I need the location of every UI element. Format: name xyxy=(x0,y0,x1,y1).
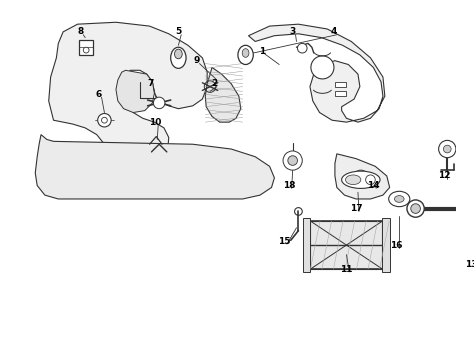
Circle shape xyxy=(298,44,307,53)
Text: 2: 2 xyxy=(211,79,217,88)
Text: 12: 12 xyxy=(438,172,451,180)
Text: 15: 15 xyxy=(278,237,290,246)
Text: 17: 17 xyxy=(350,204,362,213)
Text: 6: 6 xyxy=(96,90,102,99)
Circle shape xyxy=(101,117,107,123)
Ellipse shape xyxy=(174,49,182,59)
Circle shape xyxy=(411,204,420,213)
Polygon shape xyxy=(49,22,207,161)
Text: 10: 10 xyxy=(149,118,162,127)
Ellipse shape xyxy=(171,47,186,68)
Text: 18: 18 xyxy=(283,181,295,190)
Circle shape xyxy=(98,113,111,127)
Text: 9: 9 xyxy=(193,56,200,65)
Text: 1: 1 xyxy=(259,47,265,56)
Ellipse shape xyxy=(342,171,380,188)
Ellipse shape xyxy=(394,196,404,202)
Circle shape xyxy=(83,47,89,53)
Ellipse shape xyxy=(389,191,410,207)
Text: 5: 5 xyxy=(175,27,182,36)
Polygon shape xyxy=(303,218,310,272)
Circle shape xyxy=(283,151,302,170)
Circle shape xyxy=(465,229,474,242)
Polygon shape xyxy=(335,154,390,199)
Circle shape xyxy=(311,56,334,79)
Ellipse shape xyxy=(238,45,253,64)
Text: 8: 8 xyxy=(77,27,83,36)
Circle shape xyxy=(407,200,424,217)
Text: 14: 14 xyxy=(367,181,380,190)
Polygon shape xyxy=(80,40,93,55)
Circle shape xyxy=(444,145,451,153)
Text: 4: 4 xyxy=(331,27,337,36)
Text: 13: 13 xyxy=(465,260,474,269)
Polygon shape xyxy=(35,135,274,199)
Polygon shape xyxy=(383,218,390,272)
Circle shape xyxy=(468,232,474,238)
Polygon shape xyxy=(335,82,346,87)
Polygon shape xyxy=(248,24,385,122)
Text: 3: 3 xyxy=(290,27,296,36)
Polygon shape xyxy=(335,92,346,96)
Polygon shape xyxy=(205,68,241,122)
Text: 11: 11 xyxy=(340,264,353,274)
Polygon shape xyxy=(310,221,383,269)
Text: 7: 7 xyxy=(147,79,154,88)
Polygon shape xyxy=(116,70,155,112)
Ellipse shape xyxy=(346,175,361,184)
Circle shape xyxy=(353,170,368,185)
Circle shape xyxy=(438,140,456,158)
Circle shape xyxy=(288,156,298,165)
Circle shape xyxy=(154,97,165,109)
Text: 16: 16 xyxy=(390,240,402,250)
Circle shape xyxy=(365,175,375,184)
Ellipse shape xyxy=(242,49,249,57)
